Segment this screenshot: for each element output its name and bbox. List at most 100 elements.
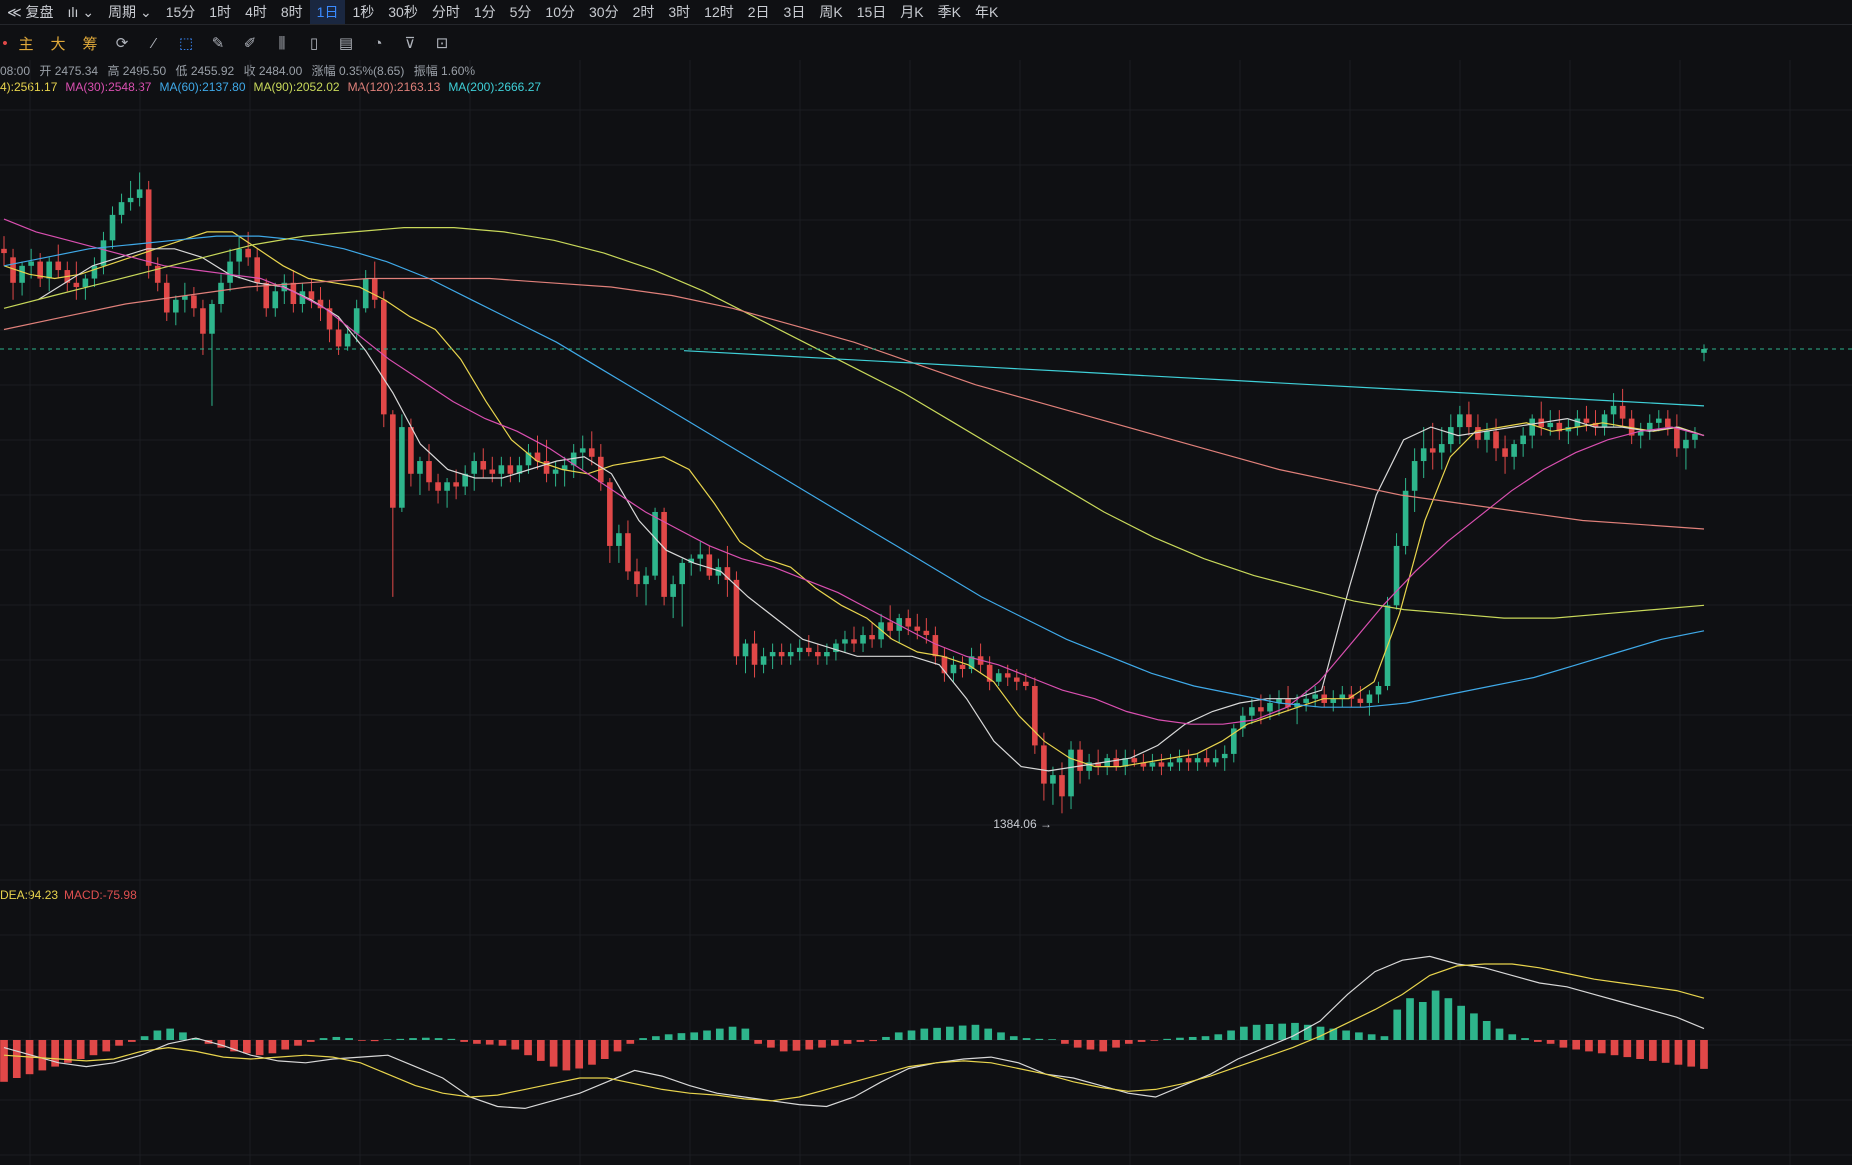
candle-body <box>417 461 423 474</box>
candle-body <box>173 299 179 313</box>
candle-body <box>959 664 966 670</box>
period-11[interactable]: 1分 <box>473 4 496 20</box>
candle-body <box>1493 431 1499 449</box>
period-4[interactable]: 1时 <box>209 4 232 20</box>
chips-button[interactable]: 筹 <box>82 35 98 53</box>
ma-label-4: MA(120):2163.13 <box>347 80 441 94</box>
macd-bar <box>856 1040 865 1042</box>
period-9[interactable]: 30秒 <box>388 4 418 20</box>
candle-body <box>1185 758 1192 763</box>
macd-dea-line <box>3 963 1705 1102</box>
candle-body <box>1429 448 1436 453</box>
macd-bar <box>153 1030 162 1040</box>
candle-body <box>733 579 740 657</box>
period-10[interactable]: 分时 <box>431 4 460 20</box>
candle-body <box>697 554 704 559</box>
note-icon[interactable]: ▤ <box>338 35 354 52</box>
period-18[interactable]: 2日 <box>747 4 770 20</box>
candle-body <box>507 465 514 474</box>
macd-bar <box>1687 1040 1696 1067</box>
candle-body <box>1249 707 1255 716</box>
candle-body <box>1601 414 1608 428</box>
ma-line-MA30 <box>3 218 1705 725</box>
period-2[interactable]: 周期 ⌄ <box>108 4 152 20</box>
period-6[interactable]: 8时 <box>280 4 303 20</box>
period-22[interactable]: 月K <box>900 4 924 20</box>
candle-body <box>787 652 794 657</box>
macd-bar <box>1508 1034 1517 1040</box>
macd-bar <box>946 1026 954 1040</box>
period-12[interactable]: 5分 <box>509 4 532 20</box>
candle-body <box>1674 427 1680 449</box>
candle-body <box>1032 685 1038 746</box>
period-7[interactable]: 1日 <box>309 0 346 24</box>
candle-body <box>399 427 405 508</box>
candle-body <box>245 248 251 258</box>
macd-bar <box>1278 1023 1287 1040</box>
candles-icon[interactable]: ⫼ <box>278 34 286 52</box>
macd-bar <box>894 1032 903 1040</box>
macd-bar <box>1572 1040 1581 1050</box>
macd-bar <box>319 1038 328 1040</box>
macd-bar <box>767 1040 775 1048</box>
filter-icon[interactable]: ⊽ <box>404 35 416 52</box>
macd-bar <box>1546 1040 1555 1044</box>
candle-body <box>932 635 939 657</box>
candle-body <box>498 465 505 474</box>
period-13[interactable]: 10分 <box>545 4 575 20</box>
macd-bar <box>907 1030 916 1040</box>
period-24[interactable]: 年K <box>974 4 999 20</box>
period-16[interactable]: 3时 <box>668 4 691 20</box>
macd-bar <box>1482 1021 1491 1040</box>
macd-bar <box>1163 1038 1171 1040</box>
candle-body <box>760 656 767 665</box>
period-17[interactable]: 12时 <box>704 4 734 20</box>
ma-line-MA_yellow <box>3 231 1705 768</box>
candle-body <box>426 461 432 483</box>
ruler-icon[interactable]: ⁄ <box>152 34 156 52</box>
macd-bar <box>1035 1038 1044 1040</box>
period-3[interactable]: 15分 <box>165 4 196 20</box>
period-20[interactable]: 周K <box>819 4 843 20</box>
pencil-icon[interactable]: ✎ <box>211 35 225 52</box>
macd-bar <box>1112 1040 1120 1048</box>
candle-body <box>227 261 233 283</box>
period-0[interactable]: ≪ 复盘 <box>7 4 54 20</box>
macd-bar <box>1214 1034 1223 1040</box>
period-23[interactable]: 季K <box>937 4 961 20</box>
macd-bar <box>421 1037 430 1040</box>
calendar-icon[interactable]: ▯ <box>309 35 319 52</box>
macd-bar <box>76 1040 85 1059</box>
candle-body <box>1050 775 1056 784</box>
period-toolbar: ≪ 复盘 ılı ⌄ 周期 ⌄ 15分 1时 4时 8时 1日 1秒 30秒 分时 1分 5分 10分 30… <box>0 0 1852 25</box>
period-19[interactable]: 3日 <box>783 4 806 20</box>
macd-bar <box>1022 1038 1031 1040</box>
period-8[interactable]: 1秒 <box>352 4 375 20</box>
period-21[interactable]: 15日 <box>856 4 887 20</box>
ma-line-MA_white <box>37 248 1705 772</box>
candle-body <box>380 299 387 415</box>
candle-body <box>1646 422 1653 432</box>
candle-body <box>778 652 785 657</box>
candle-body <box>1158 762 1165 767</box>
trash-icon[interactable]: ⊡ <box>435 35 449 52</box>
macd-bar <box>1240 1026 1248 1040</box>
candle-body <box>1466 414 1472 428</box>
brush-icon[interactable]: ✐ <box>243 35 257 52</box>
cursor-icon[interactable]: ⬚ <box>178 35 194 52</box>
period-1[interactable]: ılı ⌄ <box>67 4 95 20</box>
refresh-icon[interactable]: ⟳ <box>115 35 129 52</box>
period-14[interactable]: 30分 <box>589 4 619 20</box>
macd-bar <box>1597 1040 1606 1054</box>
candle-body <box>236 248 242 262</box>
big-chart-button[interactable]: 大 <box>50 35 66 53</box>
period-15[interactable]: 2时 <box>632 4 655 20</box>
magnet-icon[interactable]: ◔ <box>373 34 383 52</box>
candle-body <box>1556 422 1563 432</box>
main-chart-button[interactable]: 主 <box>18 35 34 53</box>
candle-body <box>995 673 1002 682</box>
candle-body <box>263 282 270 309</box>
candle-body <box>1520 435 1526 445</box>
period-5[interactable]: 4时 <box>245 4 267 20</box>
